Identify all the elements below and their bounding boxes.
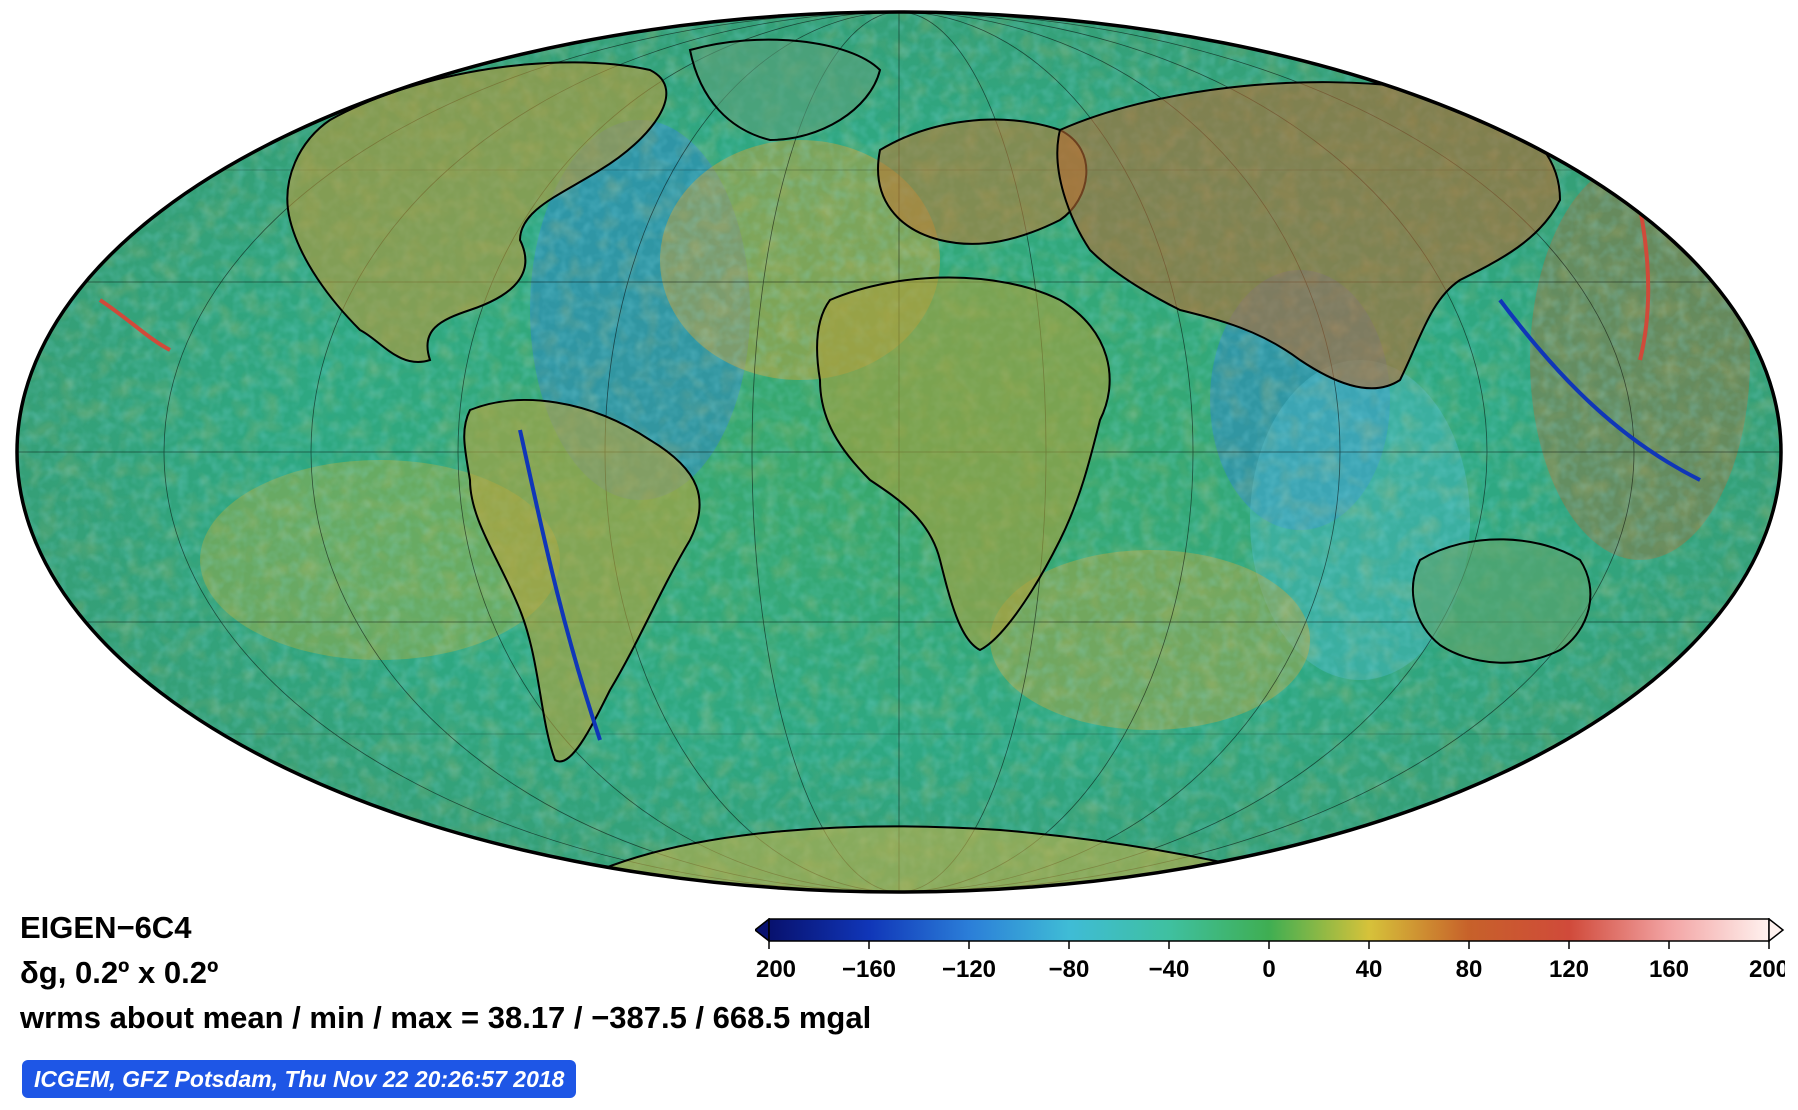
colorbar-min-arrow [755,918,770,943]
continents [286,38,1592,892]
colorbar-gradient [768,918,1770,942]
north-america-shape [286,61,668,363]
colorbar-tick-label: −200 [755,956,796,983]
colorbar-tick-label: −40 [1149,956,1190,983]
colorbar-tick-label: 80 [1456,956,1483,983]
colorbar-tick-label: 120 [1549,956,1589,983]
colorbar-tick-label: −120 [942,956,996,983]
colorbar-tick-label: −80 [1049,956,1090,983]
colorbar-tick-label: 40 [1356,956,1383,983]
colorbar-max-arrow [1768,918,1785,943]
mollweide-map-svg [15,10,1783,894]
colorbar: −200 −160 −120 −80 −40 0 40 80 120 160 200 [755,918,1785,983]
colorbar-tick-label: 160 [1649,956,1689,983]
statistics-summary: wrms about mean / min / max = 38.17 / −3… [20,1000,872,1035]
colorbar-tick-label: 200 [1749,956,1785,983]
australia-shape [1412,538,1592,664]
map-frame [15,10,1783,894]
model-name: EIGEN−6C4 [20,910,192,945]
colorbar-tick-label: 0 [1262,956,1275,983]
map-body [17,12,1781,892]
greenland-shape [688,38,882,142]
grid-resolution: δg, 0.2º x 0.2º [20,955,219,990]
south-america-shape [463,399,701,763]
credit-badge: ICGEM, GFZ Potsdam, Thu Nov 22 20:26:57 … [22,1060,577,1098]
europe-shape [877,118,1088,245]
colorbar-ticks: −200 −160 −120 −80 −40 0 40 80 120 160 200 [755,941,1785,983]
colorbar-tick-label: −160 [842,956,896,983]
africa-shape [816,276,1111,652]
gravity-map [15,10,1783,894]
